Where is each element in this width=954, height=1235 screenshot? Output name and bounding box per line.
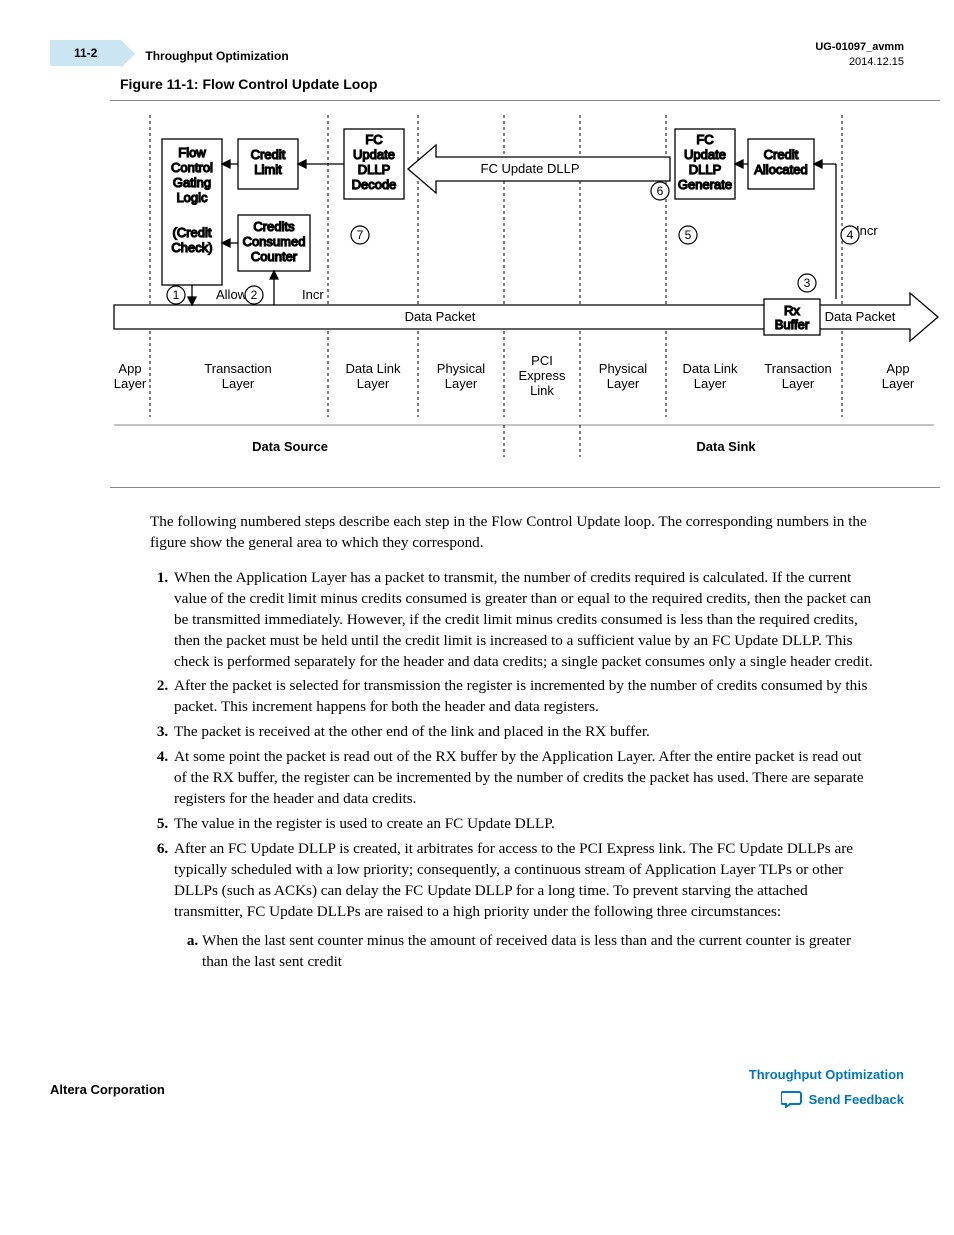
svg-text:Data Link: Data Link <box>346 361 401 376</box>
svg-text:Layer: Layer <box>222 376 255 391</box>
svg-text:DLLP: DLLP <box>358 162 391 177</box>
svg-text:Counter: Counter <box>251 249 298 264</box>
data-packet2-label: Data Packet <box>825 309 896 324</box>
doc-date: 2014.12.15 <box>815 55 904 70</box>
svg-text:Allocated: Allocated <box>754 162 807 177</box>
svg-text:Layer: Layer <box>607 376 640 391</box>
svg-text:App: App <box>118 361 141 376</box>
substep-a: When the last sent counter minus the amo… <box>202 931 874 973</box>
svg-text:Limit: Limit <box>254 162 282 177</box>
svg-text:Layer: Layer <box>357 376 390 391</box>
svg-text:Transaction: Transaction <box>204 361 271 376</box>
svg-text:2: 2 <box>251 288 258 302</box>
feedback-icon <box>781 1090 803 1108</box>
svg-text:Logic: Logic <box>176 190 208 205</box>
figure-caption: Figure 11-1: Flow Control Update Loop <box>120 76 904 92</box>
svg-text:App: App <box>886 361 909 376</box>
svg-text:FC: FC <box>696 132 713 147</box>
svg-text:Credits: Credits <box>253 219 295 234</box>
step-3: The packet is received at the other end … <box>172 722 874 743</box>
footer-company: Altera Corporation <box>50 1082 165 1097</box>
header-left: 11-2 Throughput Optimization <box>50 40 289 66</box>
svg-text:Generate: Generate <box>678 177 732 192</box>
svg-text:7: 7 <box>357 228 364 242</box>
send-feedback-link[interactable]: Send Feedback <box>781 1090 904 1108</box>
svg-text:Data Link: Data Link <box>683 361 738 376</box>
svg-text:Control: Control <box>171 160 213 175</box>
svg-text:Rx: Rx <box>784 303 800 318</box>
step-2: After the packet is selected for transmi… <box>172 676 874 718</box>
steps-list: When the Application Layer has a packet … <box>150 568 874 973</box>
svg-text:Credit: Credit <box>764 147 799 162</box>
svg-text:Layer: Layer <box>782 376 815 391</box>
svg-text:FC: FC <box>365 132 382 147</box>
svg-text:Layer: Layer <box>445 376 478 391</box>
svg-text:Check): Check) <box>171 240 212 255</box>
svg-text:Physical: Physical <box>437 361 486 376</box>
data-source-label: Data Source <box>252 439 328 454</box>
incr1-label: Incr <box>302 287 324 302</box>
step-1: When the Application Layer has a packet … <box>172 568 874 673</box>
step-4: At some point the packet is read out of … <box>172 747 874 810</box>
svg-text:Consumed: Consumed <box>243 234 306 249</box>
data-sink-label: Data Sink <box>696 439 756 454</box>
svg-text:Transaction: Transaction <box>764 361 831 376</box>
svg-text:1: 1 <box>173 288 180 302</box>
svg-text:5: 5 <box>685 228 692 242</box>
page-number-badge: 11-2 <box>50 40 121 66</box>
step-6: After an FC Update DLLP is created, it a… <box>172 839 874 973</box>
substeps-list: When the last sent counter minus the amo… <box>174 931 874 973</box>
svg-text:4: 4 <box>847 228 854 242</box>
svg-text:PCI: PCI <box>531 353 553 368</box>
step-5: The value in the register is used to cre… <box>172 814 874 835</box>
feedback-label: Send Feedback <box>809 1092 904 1107</box>
flow-control-diagram: Data Packet Data Packet FC Update DLLP F… <box>110 100 940 488</box>
svg-text:Decode: Decode <box>352 177 397 192</box>
svg-text:Link: Link <box>530 383 554 398</box>
intro-paragraph: The following numbered steps describe ea… <box>150 512 874 973</box>
svg-text:Gating: Gating <box>173 175 211 190</box>
svg-text:Layer: Layer <box>694 376 727 391</box>
fc-update-dllp-label: FC Update DLLP <box>481 161 580 176</box>
doc-id: UG-01097_avmm <box>815 40 904 55</box>
svg-text:DLLP: DLLP <box>689 162 722 177</box>
svg-text:Update: Update <box>353 147 395 162</box>
svg-text:Flow: Flow <box>178 145 206 160</box>
svg-text:Buffer: Buffer <box>775 317 810 332</box>
throughput-optimization-link[interactable]: Throughput Optimization <box>749 1067 904 1082</box>
svg-text:(Credit: (Credit <box>172 225 211 240</box>
svg-text:Layer: Layer <box>114 376 147 391</box>
svg-text:Credit: Credit <box>251 147 286 162</box>
allow-label: Allow <box>216 287 248 302</box>
page: 11-2 Throughput Optimization UG-01097_av… <box>0 0 954 1151</box>
page-footer: Altera Corporation Throughput Optimizati… <box>50 1067 904 1111</box>
page-header: 11-2 Throughput Optimization UG-01097_av… <box>50 40 904 70</box>
svg-text:Update: Update <box>684 147 726 162</box>
svg-text:3: 3 <box>804 276 811 290</box>
svg-text:6: 6 <box>657 184 664 198</box>
header-right: UG-01097_avmm 2014.12.15 <box>815 40 904 70</box>
data-packet1-label: Data Packet <box>405 309 476 324</box>
svg-text:Layer: Layer <box>882 376 915 391</box>
section-title: Throughput Optimization <box>145 43 288 63</box>
svg-text:Physical: Physical <box>599 361 648 376</box>
svg-text:Express: Express <box>519 368 566 383</box>
